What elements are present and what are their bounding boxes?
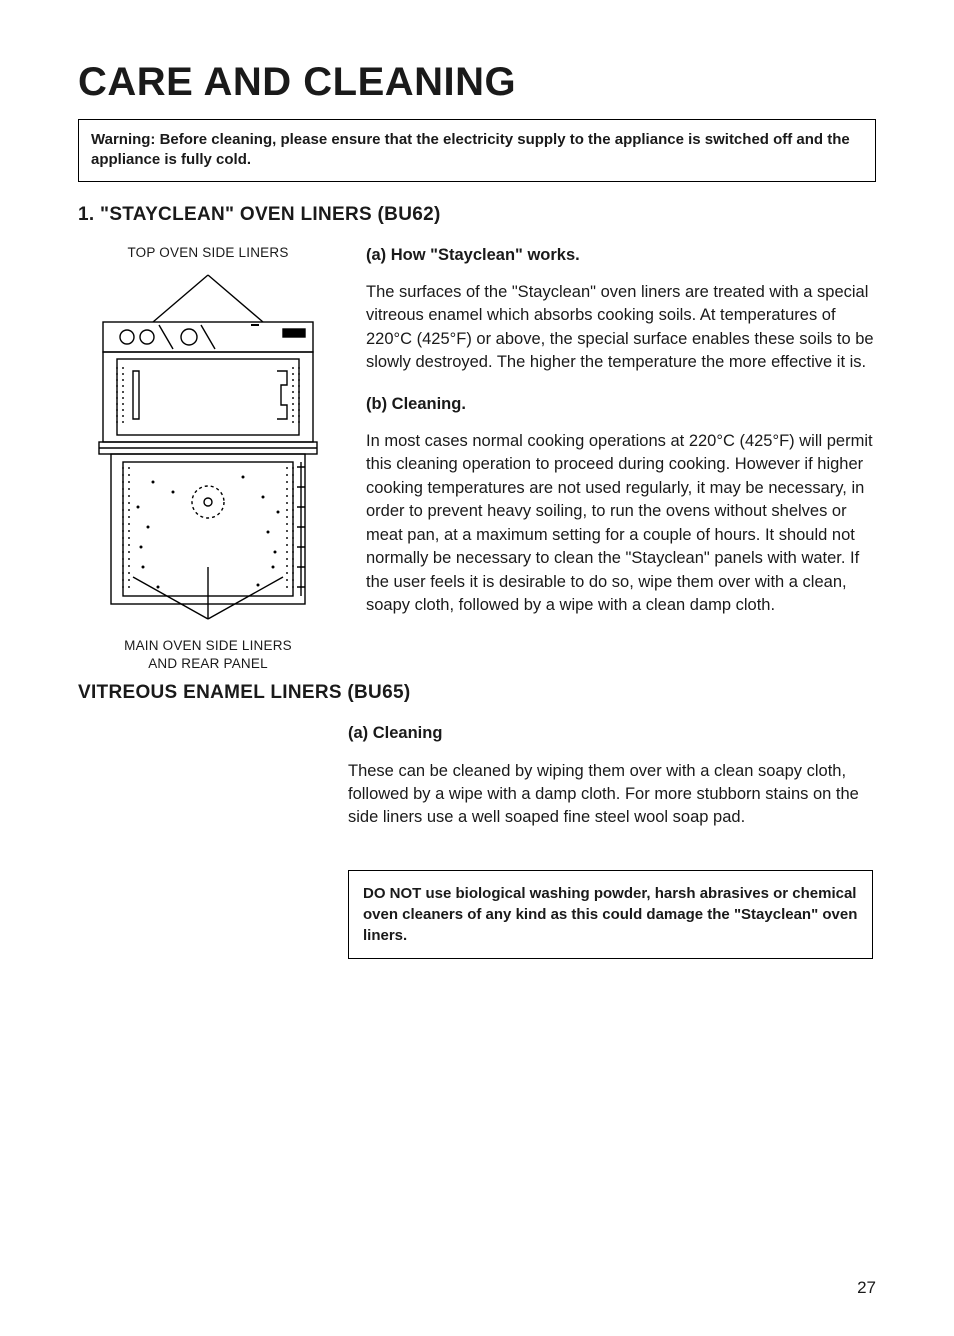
diagram-bottom-label: MAIN OVEN SIDE LINERS AND REAR PANEL — [78, 637, 338, 672]
page: CARE AND CLEANING Warning: Before cleani… — [0, 0, 954, 1336]
section-2a-heading: (a) Cleaning — [348, 722, 876, 745]
warning-box: Warning: Before cleaning, please ensure … — [78, 119, 876, 182]
section-1a-heading-text: a) How "Stayclean" works. — [372, 246, 580, 264]
section-1-heading: 1. "STAYCLEAN" OVEN LINERS (BU62) — [78, 204, 876, 226]
page-number: 27 — [857, 1278, 876, 1298]
section-2a-body: These can be cleaned by wiping them over… — [348, 760, 876, 830]
diagram-bottom-label-line1: MAIN OVEN SIDE LINERS — [124, 638, 292, 653]
oven-liners-diagram — [93, 267, 323, 627]
page-title: CARE AND CLEANING — [78, 60, 876, 105]
section-1b-heading: (b) Cleaning. — [366, 393, 876, 416]
section-2-heading: VITREOUS ENAMEL LINERS (BU65) — [78, 682, 876, 704]
caution-box: DO NOT use biological washing powder, ha… — [348, 870, 873, 959]
section-1-text: (a) How "Stayclean" works. The surfaces … — [366, 244, 876, 636]
diagram-column: TOP OVEN SIDE LINERS — [78, 244, 338, 673]
section-1-content: TOP OVEN SIDE LINERS — [78, 244, 876, 673]
diagram-bottom-label-line2: AND REAR PANEL — [148, 656, 268, 671]
section-2-text: (a) Cleaning These can be cleaned by wip… — [348, 722, 876, 830]
section-1a-body: The surfaces of the "Stayclean" oven lin… — [366, 281, 876, 375]
section-1b-body: In most cases normal cooking operations … — [366, 430, 876, 617]
section-1a-heading: (a) How "Stayclean" works. — [366, 244, 876, 267]
diagram-top-label: TOP OVEN SIDE LINERS — [78, 244, 338, 262]
